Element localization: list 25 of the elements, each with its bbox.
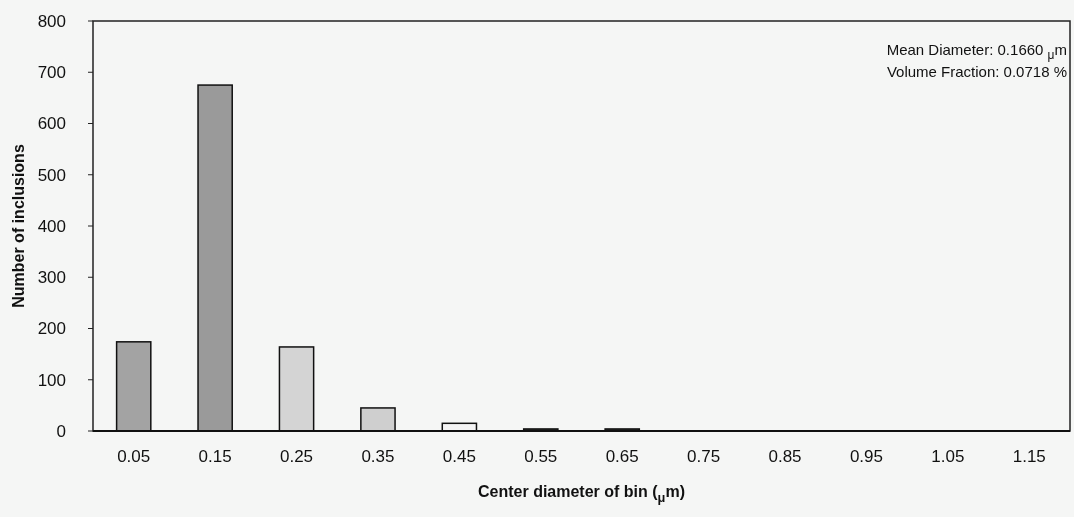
y-tick-label: 500 — [37, 165, 66, 185]
y-tick-label: 700 — [37, 63, 66, 83]
x-tick-label: 1.05 — [931, 447, 965, 466]
x-tick-label: 0.75 — [687, 447, 721, 466]
y-tick-label: 400 — [37, 216, 66, 236]
x-tick-label: 0.45 — [442, 447, 476, 466]
x-tick-label: 0.55 — [524, 447, 558, 466]
annotation: Volume Fraction: 0.0718 % — [886, 63, 1067, 80]
y-tick-label: 200 — [37, 319, 66, 339]
x-tick-label: 0.35 — [361, 447, 395, 466]
x-tick-label: 0.15 — [198, 447, 232, 466]
annotation: Mean Diameter: 0.1660 $_{μ}$m — [886, 41, 1067, 63]
y-tick-label: 300 — [37, 268, 66, 288]
x-tick-label: 0.65 — [605, 447, 639, 466]
y-tick-label: 0 — [56, 421, 66, 441]
x-tick-label: 0.85 — [768, 447, 802, 466]
y-axis-title: Number of inclusions — [10, 144, 27, 308]
y-tick-label: 600 — [37, 114, 66, 134]
x-tick-label: 0.95 — [849, 447, 884, 466]
x-tick-label: 0.25 — [279, 447, 314, 466]
y-tick-label: 800 — [37, 11, 66, 31]
x-tick-label: 1.15 — [1012, 447, 1046, 466]
y-tick-label: 100 — [37, 370, 66, 390]
x-axis-title: Center diameter of bin ($_{μ}$m) — [478, 483, 685, 505]
x-tick-label: 0.05 — [117, 447, 151, 466]
